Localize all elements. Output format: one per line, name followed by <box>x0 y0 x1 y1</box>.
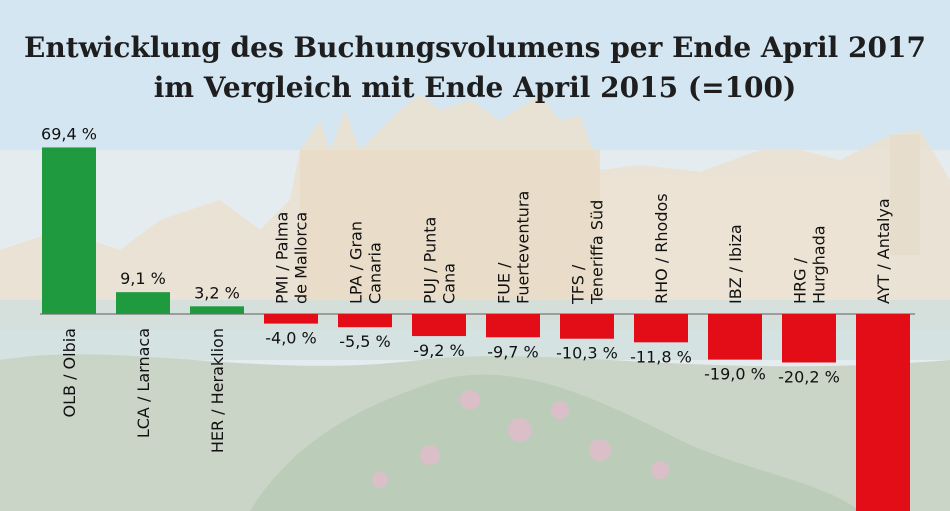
category-label: IBZ / Ibiza <box>726 224 745 304</box>
chart-title-line-2: im Vergleich mit Ende April 2015 (=100) <box>153 71 797 104</box>
bar <box>116 292 170 314</box>
bar <box>190 306 244 314</box>
bar <box>856 314 910 511</box>
category-label: TFS /Teneriffa Süd <box>569 200 607 305</box>
bar <box>264 314 318 324</box>
data-label: -9,2 % <box>413 341 465 360</box>
category-label: HER / Heraklion <box>208 328 227 453</box>
data-label: -5,5 % <box>339 332 391 351</box>
category-label: FUE /Fuerteventura <box>495 191 533 304</box>
category-label: AYT / Antalya <box>874 198 893 304</box>
category-label: HRG /Hurghada <box>791 225 829 304</box>
data-label: -9,7 % <box>487 342 539 361</box>
category-label: LPA / GranCanaria <box>347 221 385 304</box>
chart-title: Entwicklung des Buchungsvolumens per End… <box>0 28 950 108</box>
chart-title-line-1: Entwicklung des Buchungsvolumens per End… <box>24 31 926 64</box>
bar <box>634 314 688 343</box>
category-label: PUJ / PuntaCana <box>421 217 459 304</box>
bar <box>708 314 762 360</box>
data-label: -4,0 % <box>265 329 317 348</box>
bar <box>42 147 96 314</box>
data-label: 3,2 % <box>194 283 240 302</box>
category-label: LCA / Larnaca <box>134 328 153 438</box>
data-label: -10,3 % <box>556 344 618 363</box>
category-label: PMI / Palmade Mallorca <box>273 212 311 304</box>
data-label: 69,4 % <box>41 124 97 143</box>
data-label: -19,0 % <box>704 365 766 384</box>
bar <box>560 314 614 339</box>
bar <box>486 314 540 338</box>
data-label: 9,1 % <box>120 269 166 288</box>
category-label: OLB / Olbia <box>60 328 79 418</box>
bar <box>412 314 466 337</box>
data-label: -20,2 % <box>778 367 840 386</box>
bar <box>782 314 836 363</box>
bar <box>338 314 392 328</box>
category-label: RHO / Rhodos <box>652 193 671 304</box>
data-label: -11,8 % <box>630 347 692 366</box>
